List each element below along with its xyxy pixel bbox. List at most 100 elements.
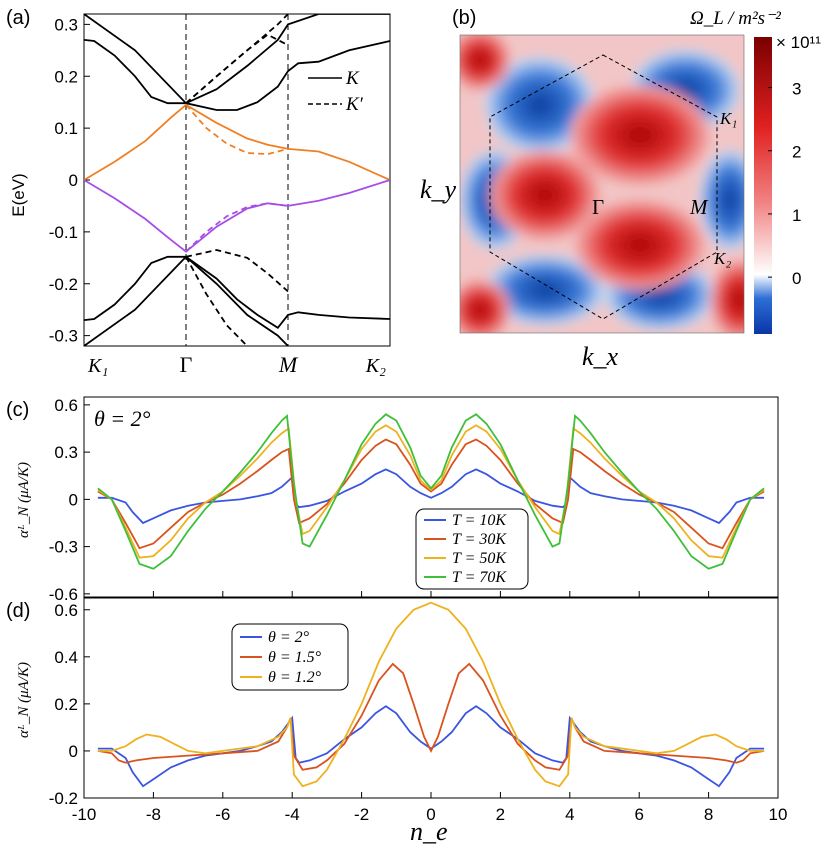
y-tick-label: 0.4 — [54, 648, 78, 667]
colorbar — [754, 37, 772, 334]
series-line — [97, 413, 765, 570]
bz-label-gamma: Γ — [592, 195, 604, 219]
x-tick-label: 6 — [634, 805, 643, 824]
x-tick-label: -6 — [215, 805, 230, 824]
panel-d-curves — [97, 601, 765, 788]
panel-d-frame — [83, 597, 779, 799]
panel-b-frame — [459, 34, 745, 334]
legend-kprime-label: K′ — [345, 94, 364, 115]
panel-c-curves — [97, 413, 765, 570]
y-tick-label: 0.6 — [54, 396, 78, 415]
y-tick-label: 0.3 — [54, 15, 78, 34]
band-line — [185, 249, 289, 293]
heatmap-pos-lobe — [490, 150, 600, 240]
panel-a-frame — [83, 13, 391, 347]
x-tick-label: -4 — [285, 805, 300, 824]
brillouin-zone-hexagon — [489, 54, 718, 320]
x-tick-label: 4 — [565, 805, 574, 824]
heatmap-ylabel: k_y — [420, 175, 457, 204]
panel-c-x-ticks — [83, 591, 779, 597]
series-line — [97, 662, 765, 771]
panel-c-legend: T = 10K T = 30K T = 50K T = 70K — [415, 508, 529, 590]
panel-d-legend: θ = 2° θ = 1.5° θ = 1.2° — [231, 623, 349, 691]
panel-c-y-ticks: 0.6 0.3 0 -0.3 -0.6 — [49, 396, 90, 604]
y-tick-label: 0 — [69, 171, 78, 190]
panel-b: (b) K₁ K₂ M Γ k_y k_x — [420, 7, 821, 371]
x-label-k1: K₁ — [87, 355, 108, 377]
x-tick-label: -10 — [72, 805, 97, 824]
band-line — [185, 202, 289, 253]
legend-label: θ = 1.2° — [268, 669, 322, 686]
panel-a-label: (a) — [6, 7, 30, 29]
colorbar-tick-label: 1 — [792, 206, 801, 225]
x-tick-label: 8 — [704, 805, 713, 824]
heatmap-neg-lobe — [700, 150, 744, 250]
heatmap-pos-lobe — [460, 35, 510, 90]
y-tick-label: -0.1 — [49, 223, 78, 242]
legend-label: T = 10K — [452, 512, 507, 529]
legend-label: T = 30K — [452, 531, 507, 548]
bz-label-m: M — [689, 195, 709, 219]
heatmap-neg-lobe — [485, 255, 605, 325]
panel-c-ylabel: αᴸ_N (μA/K) — [16, 462, 32, 538]
panel-a-ylabel: E(eV) — [9, 173, 28, 216]
heatmap-pos-lobe — [570, 85, 710, 185]
bz-label-k1: K₁ — [719, 109, 737, 128]
panel-a-bands — [84, 14, 390, 346]
series-line — [97, 601, 765, 788]
band-line — [84, 103, 390, 181]
band-line — [84, 255, 390, 329]
panel-d-label: (d) — [6, 600, 30, 622]
panel-d-xlabel: n_e — [410, 817, 448, 846]
panel-c-theta-annotation: θ = 2° — [94, 406, 151, 431]
legend-k-label: K — [345, 68, 360, 89]
y-tick-label: -0.2 — [49, 275, 78, 294]
panel-b-label: (b) — [452, 7, 476, 29]
heatmap-neg-lobe — [485, 57, 595, 153]
panel-d-x-ticks: -10 -8 -6 -4 -2 0 2 4 6 8 10 — [72, 792, 788, 824]
band-line — [84, 14, 390, 105]
y-tick-label: -0.3 — [49, 327, 78, 346]
x-tick-label: 2 — [496, 805, 505, 824]
colorbar-tick-label: 0 — [792, 269, 801, 288]
band-line — [84, 39, 390, 111]
colorbar-scale: × 10¹¹ — [776, 33, 821, 52]
x-label-gamma: Γ — [180, 352, 193, 377]
band-line — [84, 255, 289, 346]
panel-d: (d) 0.6 0.4 0.2 0 -0.2 -10 -8 -6 -4 -2 0 2 4 6 8 10 αᴸ… — [6, 597, 788, 846]
y-tick-label: -0.2 — [49, 789, 78, 808]
band-line — [185, 256, 248, 346]
x-tick-label: 10 — [769, 805, 788, 824]
x-label-m: M — [278, 352, 299, 377]
heatmap-pos-lobe — [710, 260, 744, 333]
colorbar-title: Ω_L / m²s⁻² — [690, 8, 781, 29]
colorbar-tick-label: 2 — [792, 143, 801, 162]
legend-label: θ = 1.5° — [268, 649, 322, 666]
series-line — [97, 705, 765, 788]
berry-curvature-heatmap — [460, 35, 744, 333]
x-tick-label: 0 — [426, 805, 435, 824]
y-tick-label: 0.3 — [54, 443, 78, 462]
y-tick-label: -0.6 — [49, 585, 78, 604]
colorbar-tick-label: 3 — [792, 80, 801, 99]
bz-label-k2: K₂ — [713, 249, 731, 268]
panel-c: (c) 0.6 0.3 0 -0.3 -0.6 θ = 2° αᴸ_N (μA/K) T… — [6, 396, 779, 604]
y-tick-label: 0 — [69, 490, 78, 509]
x-tick-label: -8 — [146, 805, 161, 824]
y-tick-label: 0.2 — [54, 67, 78, 86]
band-line — [84, 179, 390, 253]
panel-a-legend: K K′ — [308, 68, 364, 115]
legend-label: θ = 2° — [268, 629, 310, 646]
panel-d-ylabel: αᴸ_N (μA/K) — [16, 662, 32, 738]
heatmap-pos-lobe — [460, 280, 510, 333]
panel-a-y-ticks: 0.3 0.2 0.1 0 -0.1 -0.2 -0.3 — [49, 15, 90, 346]
panel-c-legend-box — [415, 508, 529, 590]
x-label-k2: K₂ — [365, 355, 386, 377]
heatmap-pos-lobe — [575, 200, 705, 290]
x-tick-label: -2 — [354, 805, 369, 824]
series-line — [97, 468, 765, 525]
panel-d-y-ticks: 0.6 0.4 0.2 0 -0.2 — [49, 601, 90, 808]
heatmap-xlabel: k_x — [582, 342, 619, 371]
y-tick-label: 0.2 — [54, 695, 78, 714]
